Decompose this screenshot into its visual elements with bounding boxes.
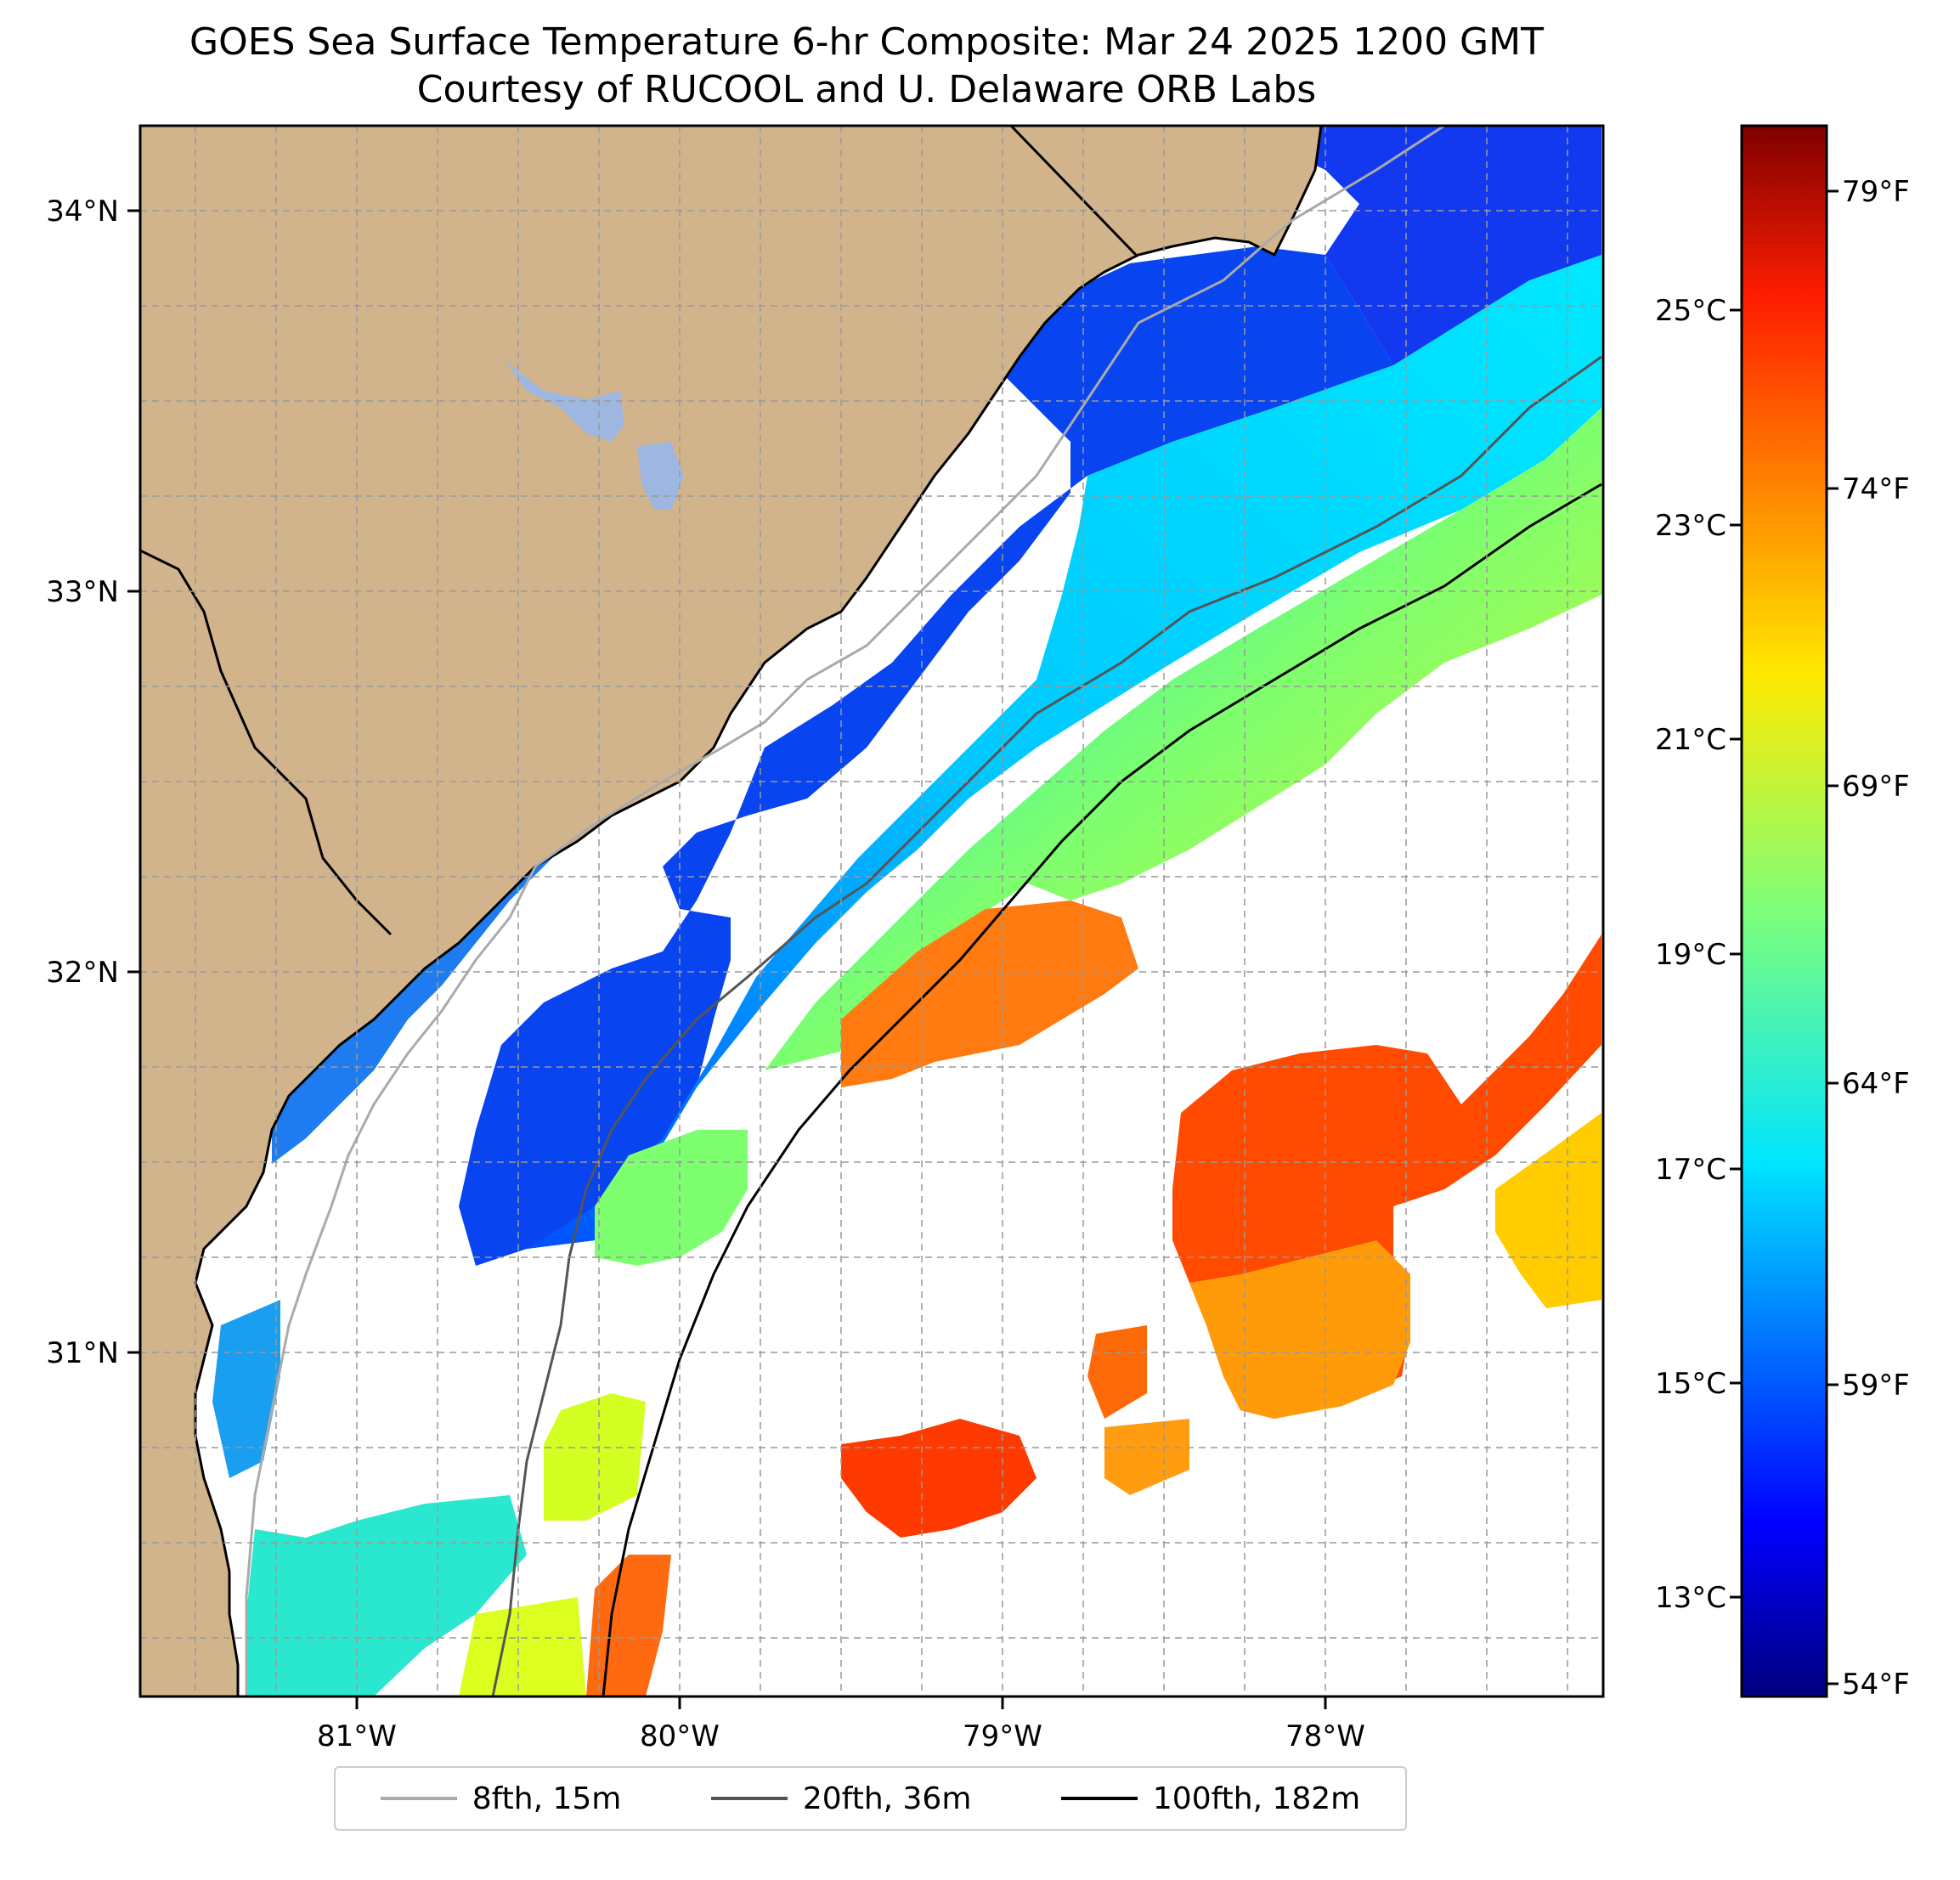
map-frame [138, 124, 1605, 1698]
sst-cold-band [459, 246, 1393, 1266]
colorbar-celsius-13: 13°C [1655, 1581, 1726, 1615]
colorbar [1740, 124, 1828, 1698]
sst-red-south [841, 1419, 1036, 1538]
legend-line-20fth [710, 1797, 788, 1800]
title-line-2: Courtesy of RUCOOL and U. Delaware ORB L… [416, 68, 1317, 111]
state-boundary-ncsc [1009, 126, 1138, 257]
sst-green-inshore [595, 1130, 748, 1266]
sst-cyan-band [527, 255, 1601, 1249]
gridlines [140, 126, 1603, 1697]
contour-legend: 8fth, 15m 20fth, 36m 100fth, 182m [334, 1766, 1407, 1831]
colorbar-fahrenheit-74: 74°F [1842, 472, 1910, 506]
sst-orange-patch-2 [1104, 1419, 1189, 1495]
colorbar-ticks [1730, 189, 1839, 1685]
sst-cyan-southwest [246, 1495, 527, 1697]
sst-green-yellow-band [765, 408, 1601, 1070]
sst-coastal-blue-south [212, 1300, 280, 1478]
colorbar-celsius-21: 21°C [1655, 723, 1726, 757]
legend-item-20fth: 20fth, 36m [710, 1781, 972, 1816]
lake-moultrie [637, 442, 684, 510]
contour-20fth [491, 355, 1602, 1697]
title-line-1: GOES Sea Surface Temperature 6-hr Compos… [189, 20, 1544, 64]
lat-label-33: 33°N [46, 575, 119, 609]
sst-yellow-east [1495, 1113, 1601, 1308]
colorbar-fahrenheit-59: 59°F [1842, 1369, 1910, 1403]
contour-8fth [245, 126, 1445, 1697]
lake-marion [506, 361, 624, 442]
state-boundary-scga [140, 549, 393, 936]
colorbar-celsius-25: 25°C [1655, 294, 1726, 328]
sst-orange-south [1087, 1325, 1147, 1419]
legend-line-8fth [380, 1797, 457, 1800]
colorbar-fahrenheit-69: 69°F [1842, 770, 1910, 804]
legend-label-8fth: 8fth, 15m [472, 1781, 622, 1816]
lon-label-80: 80°W [640, 1719, 720, 1753]
map-title: GOES Sea Surface Temperature 6-hr Compos… [0, 19, 1733, 114]
lon-label-81: 81°W [317, 1719, 397, 1753]
sst-yellow-southwest [459, 1597, 586, 1697]
lat-label-34: 34°N [46, 195, 119, 229]
lat-label-31: 31°N [46, 1336, 119, 1370]
lon-label-78: 78°W [1285, 1719, 1365, 1753]
contour-100fth [602, 483, 1602, 1697]
colorbar-celsius-17: 17°C [1655, 1153, 1726, 1187]
sst-yellow-south-mid [544, 1393, 646, 1521]
colorbar-celsius-15: 15°C [1655, 1367, 1726, 1401]
legend-label-100fth: 100fth, 182m [1152, 1781, 1361, 1816]
colorbar-fahrenheit-54: 54°F [1842, 1668, 1910, 1702]
colorbar-celsius-19: 19°C [1655, 938, 1726, 972]
legend-line-100fth [1060, 1797, 1138, 1800]
colorbar-fahrenheit-79: 79°F [1842, 175, 1910, 209]
legend-label-20fth: 20fth, 36m [802, 1781, 972, 1816]
lon-label-79: 79°W [963, 1719, 1042, 1753]
colorbar-celsius-23: 23°C [1655, 509, 1726, 543]
sst-northeast-blue [1232, 126, 1601, 365]
legend-item-8fth: 8fth, 15m [380, 1781, 622, 1816]
legend-item-100fth: 100fth, 182m [1060, 1781, 1361, 1816]
axis-ticks [127, 209, 1327, 1709]
lat-label-32: 32°N [46, 956, 119, 990]
colorbar-fahrenheit-64: 64°F [1842, 1067, 1910, 1101]
sst-warm-tongue [841, 900, 1138, 1087]
